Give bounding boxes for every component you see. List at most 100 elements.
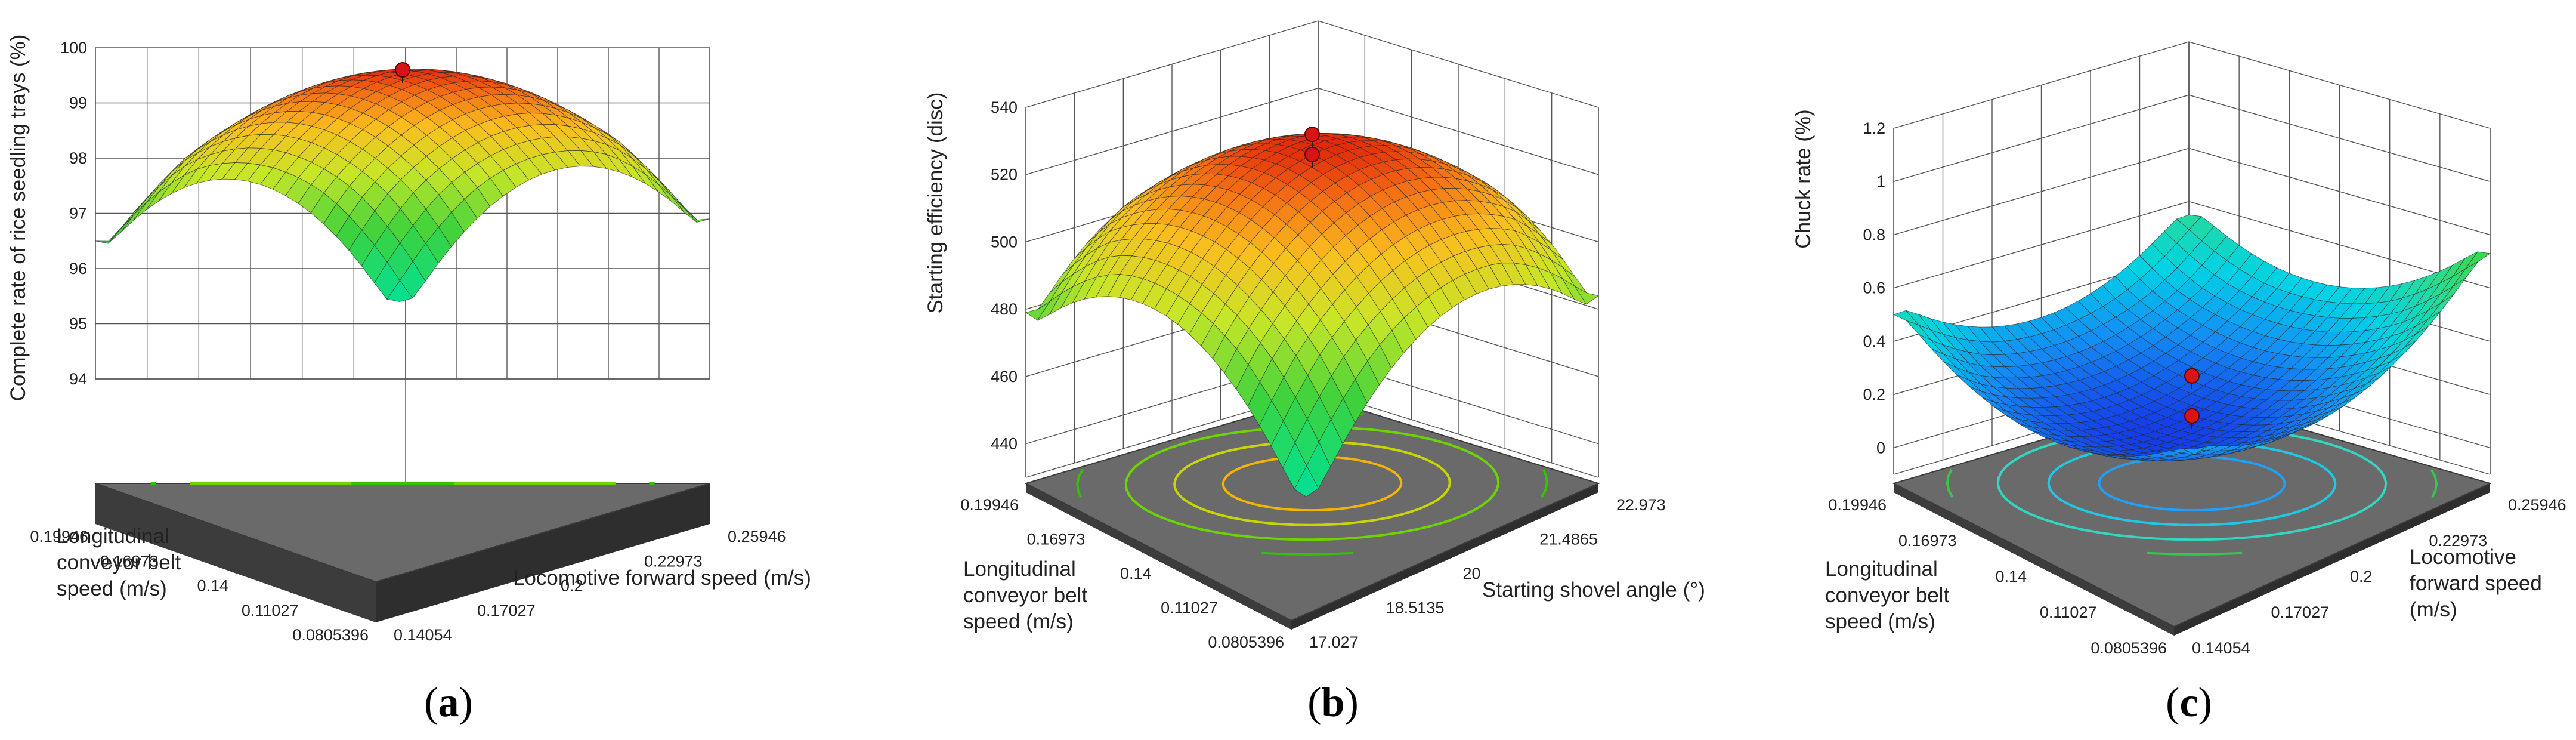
contour-line [2098,455,2286,512]
x-tick-label: 0.2 [2350,568,2373,585]
design-point [395,62,410,78]
contour-line [2047,440,2337,526]
y-axis-label-line: Longitudinal [57,525,169,548]
z-axis-label: Complete rate of rice seedling trays (%) [7,35,30,402]
x-axis-label: Starting shovel angle (°) [1482,578,1705,602]
y-tick-label: 0.14 [1120,565,1152,582]
z-tick-label: 95 [69,315,87,333]
y-axis-label-line: conveyor belt [57,551,181,574]
z-tick-label: 99 [69,94,87,112]
design-point [2184,408,2200,424]
z-tick-label: 0.2 [1863,386,1885,403]
x-tick-label: 0.25946 [728,528,786,545]
x-tick-label: 18.5135 [1386,599,1445,617]
panel-c-surface [1892,214,2491,461]
panel-label-b: (b) [1307,680,1359,726]
y-axis-label-line: Longitudinal [1825,557,1938,581]
contour-line [1221,455,1403,512]
y-tick-label: 0.11027 [2040,603,2097,621]
z-tick-label: 520 [991,166,1018,184]
z-tick-label: 460 [991,368,1018,386]
x-tick-label: 21.4865 [1539,531,1598,548]
x-axis-label: Locomotive forward speed (m/s) [513,566,811,590]
panel-c-floor [1892,396,2492,636]
y-axis-label-line: speed (m/s) [963,610,1074,633]
y-tick-label: 0.11027 [242,602,299,619]
x-tick-label: 0.2 [561,577,583,595]
x-tick-label: 0.17027 [2271,603,2330,621]
surface-patch [645,174,672,202]
panel-b-floor [1024,396,1600,630]
contour-line [1173,440,1451,526]
z-tick-label: 94 [69,370,87,388]
z-tick-label: 0.8 [1863,226,1885,243]
panel-label-a: (a) [424,680,473,726]
y-axis-label: Longitudinal conveyor belt speed (m/s) [963,557,1087,633]
x-tick-label: 20 [1463,565,1481,582]
y-tick-label: 0.16973 [100,552,159,570]
z-tick-label: 500 [991,233,1018,251]
y-tick-label: 0.0805396 [2091,639,2167,657]
surface-patch [658,184,685,212]
y-axis-label: Longitudinal conveyor belt speed (m/s) [57,525,181,600]
z-tick-label: 0.4 [1863,332,1885,350]
y-tick-label: 0.19946 [30,528,88,545]
z-tick-label: 540 [991,98,1018,116]
contour-line [1124,426,1500,541]
y-axis-label: Longitudinal conveyor belt speed (m/s) [1825,557,1949,633]
z-tick-label: 98 [69,149,87,167]
x-axis-label-line: (m/s) [2410,598,2457,621]
y-axis-label-line: conveyor belt [963,584,1087,607]
x-tick-label: 0.14054 [394,626,452,644]
surface-patch [108,212,134,242]
x-tick-label: 0.17027 [477,602,536,619]
panel-label-c: (c) [2166,680,2212,726]
surface-patch [107,214,134,244]
y-tick-label: 0.16973 [1898,532,1957,550]
contour-line [1076,411,1548,556]
z-axis-label: Starting efficiency (disc) [924,92,947,314]
y-tick-label: 0.11027 [1161,599,1218,617]
panel-c: (c) 0 0.2 0.4 0.6 0.8 1 1.2 0.14054 0.17027 0.2 0.… [1792,41,2566,726]
surface-patch [386,280,413,302]
y-tick-label: 0.19946 [960,496,1019,514]
y-tick-label: 0.0805396 [292,626,369,644]
x-axis-label-line: Locomotive forward speed (m/s) [513,566,811,590]
z-tick-label: 440 [991,435,1018,453]
z-tick-label: 96 [69,260,87,278]
x-tick-label: 0.22973 [2429,532,2488,550]
z-axis-label: Chuck rate (%) [1792,109,1815,248]
x-axis-label-line: Starting shovel angle (°) [1482,578,1705,602]
x-tick-label: 0.25946 [2508,496,2566,514]
y-axis-label-line: conveyor belt [1825,584,1949,607]
surface-patch [120,202,147,233]
design-point [1304,146,1320,162]
x-axis-label: Locomotive forward speed (m/s) [2410,545,2542,621]
contour-line [1996,426,2388,541]
x-tick-label: 22.973 [1616,496,1666,514]
x-axis-label-line: forward speed [2410,572,2542,595]
y-axis-label-line: speed (m/s) [57,577,167,600]
y-tick-label: 0.16973 [1027,531,1086,548]
panel-b-surface [1025,132,1599,497]
panel-label-c-letter: c [2179,680,2198,726]
y-tick-label: 0.14 [1995,568,2027,585]
z-tick-label: 97 [69,205,87,223]
panel-label-b-letter: b [1322,680,1345,726]
y-axis-label-line: speed (m/s) [1825,610,1935,633]
design-point [2184,368,2200,384]
y-tick-label: 0.19946 [1828,496,1887,514]
surface-patch [133,192,160,221]
panel-a: (a) 94 95 96 97 98 99 100 0.14054 0.17027 0.2 0.22… [7,35,811,726]
design-point [1304,127,1320,143]
x-tick-label: 0.14054 [2192,639,2250,657]
y-tick-label: 0.14 [197,577,228,595]
panel-a-surface [95,68,710,302]
z-tick-label: 480 [991,300,1018,318]
x-tick-label: 0.22973 [644,552,703,570]
z-tick-label: 0.6 [1863,279,1885,297]
panel-label-a-letter: a [438,680,459,726]
contour-line [1946,411,2438,556]
z-tick-label: 0 [1876,439,1885,457]
